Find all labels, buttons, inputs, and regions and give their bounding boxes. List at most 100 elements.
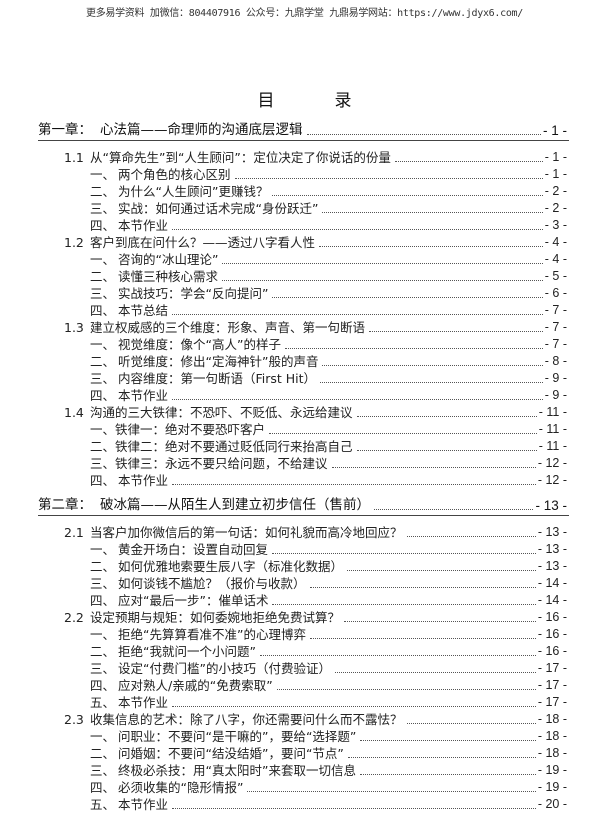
toc-page-number: - 20 -: [537, 797, 567, 811]
toc-entry-number: 三、: [90, 201, 116, 216]
toc-item-entry[interactable]: 四、 本节总结 - 7 -: [90, 302, 567, 319]
dot-leader: [347, 569, 536, 571]
toc-entry-number: 三、: [90, 456, 116, 471]
toc-entry-label: 第二章： 破冰篇——从陌生人到建立初步信任（售前）: [38, 497, 372, 514]
toc-section-entry[interactable]: 2.2 设定预期与规矩：如何委婉地拒绝免费试算？ - 16 -: [64, 609, 567, 626]
toc-entry-number: 二、: [90, 746, 116, 761]
toc-entry-text: 实战技巧：学会“反向提问”: [118, 286, 269, 301]
toc-item-entry[interactable]: 一、 问职业：不要问“是干嘛的”，要给“选择题” - 18 -: [90, 728, 567, 745]
toc-item-entry[interactable]: 四、 必须收集的“隐形情报” - 19 -: [90, 779, 567, 796]
dot-leader: [276, 688, 536, 690]
toc-entry-label: 一、 问职业：不要问“是干嘛的”，要给“选择题”: [90, 728, 358, 745]
dot-leader: [272, 194, 543, 196]
toc-entry-text: 应对“最后一步”：催单话术: [118, 593, 269, 608]
dot-leader: [234, 177, 543, 179]
toc-entry-text: 听觉维度：修出“定海神针”般的声音: [118, 354, 319, 369]
toc-page-number: - 13 -: [537, 542, 567, 556]
toc-section-entry[interactable]: 1.1 从“算命先生”到“人生顾问”：定位决定了你说话的份量 - 1 -: [64, 149, 567, 166]
toc-entry-label: 四、 应对熟人/亲戚的“免费索取”: [90, 677, 275, 694]
toc-section-entry[interactable]: 1.3 建立权威感的三个维度：形象、声音、第一句断语 - 7 -: [64, 319, 567, 336]
toc-entry-label: 四、 本节作业: [90, 387, 170, 404]
toc-item-entry[interactable]: 一、 两个角色的核心区别 - 1 -: [90, 166, 567, 183]
toc-entry-number: 2.1: [64, 525, 84, 540]
toc-entry-label: 三、 设定“付费门槛”的小技巧（付费验证）: [90, 660, 333, 677]
toc-page-number: - 14 -: [537, 576, 567, 590]
toc-entry-label: 一、 黄金开场白：设置自动回复: [90, 541, 270, 558]
toc-item-entry[interactable]: 三、 内容维度：第一句断语（First Hit） - 9 -: [90, 370, 567, 387]
toc-item-entry[interactable]: 二、 拒绝“我就问一个小问题” - 16 -: [90, 643, 567, 660]
toc-entry-text: 为什么“人生顾问”更赚钱？: [118, 184, 269, 199]
toc-entry-number: 三、: [90, 371, 116, 386]
toc-item-entry[interactable]: 三、 终极必杀技：用“真太阳时”来套取一切信息 - 19 -: [90, 762, 567, 779]
toc-item-entry[interactable]: 四、 应对“最后一步”：催单话术 - 14 -: [90, 592, 567, 609]
toc-page-number: - 11 -: [538, 405, 567, 419]
toc-entry-label: 一、 两个角色的核心区别: [90, 166, 233, 183]
toc-entry-text: 本节作业: [118, 218, 169, 233]
toc-page-number: - 14 -: [537, 593, 567, 607]
dot-leader: [269, 432, 537, 434]
toc-entry-text: 问职业：不要问“是干嘛的”，要给“选择题”: [118, 729, 357, 744]
toc-item-entry[interactable]: 二、 问婚姻：不要问“结没结婚”，要问“节点” - 18 -: [90, 745, 567, 762]
toc-section-entry[interactable]: 2.1 当客户加你微信后的第一句话：如何礼貌而高冷地回应？ - 13 -: [64, 524, 567, 541]
toc-page-number: - 19 -: [537, 763, 567, 777]
toc-entry-label: 三、 内容维度：第一句断语（First Hit）: [90, 370, 318, 387]
toc-entry-label: 1.2 客户到底在问什么？——透过八字看人性: [64, 234, 317, 251]
toc-entry-text: 沟通的三大铁律：不恐吓、不贬低、永远给建议: [90, 405, 353, 420]
toc-entry-label: 1.4 沟通的三大铁律：不恐吓、不贬低、永远给建议: [64, 404, 355, 421]
toc-entry-number: 四、: [90, 388, 116, 403]
toc-item-entry[interactable]: 三、 实战：如何通过话术完成“身份跃迁” - 2 -: [90, 200, 567, 217]
toc-item-entry[interactable]: 二、 如何优雅地索要生辰八字（标准化数据） - 13 -: [90, 558, 567, 575]
toc-item-entry[interactable]: 五、 本节作业 - 17 -: [90, 694, 567, 711]
dot-leader: [222, 262, 543, 264]
toc-item-entry[interactable]: 二、 为什么“人生顾问”更赚钱？ - 2 -: [90, 183, 567, 200]
toc-item-entry[interactable]: 四、 本节作业 - 9 -: [90, 387, 567, 404]
toc-entry-text: 视觉维度：像个“高人”的样子: [118, 337, 281, 352]
dot-leader: [374, 508, 534, 510]
toc-entry-text: 本节作业: [118, 388, 169, 403]
toc-item-entry[interactable]: 四、 本节作业 - 3 -: [90, 217, 567, 234]
toc-page-number: - 7 -: [544, 320, 567, 334]
toc-entry-text: 铁律二：绝对不要通过贬低同行来抬高自己: [115, 439, 353, 454]
toc-section-entry[interactable]: 1.4 沟通的三大铁律：不恐吓、不贬低、永远给建议 - 11 -: [64, 404, 567, 421]
toc-section-entry[interactable]: 2.3 收集信息的艺术：除了八字，你还需要问什么而不露怯？ - 18 -: [64, 711, 567, 728]
toc-item-entry[interactable]: 二、 读懂三种核心需求 - 5 -: [90, 268, 567, 285]
toc-item-entry[interactable]: 三、 设定“付费门槛”的小技巧（付费验证） - 17 -: [90, 660, 567, 677]
toc-entry-text: 当客户加你微信后的第一句话：如何礼貌而高冷地回应？: [90, 525, 403, 540]
toc-page-number: - 1 -: [544, 167, 567, 181]
toc-item-entry[interactable]: 三、 如何谈钱不尴尬？（报价与收款） - 14 -: [90, 575, 567, 592]
toc-item-entry[interactable]: 三、 实战技巧：学会“反向提问” - 6 -: [90, 285, 567, 302]
toc-item-entry[interactable]: 三、铁律三：永远不要只给问题，不给建议 - 12 -: [90, 455, 567, 472]
toc-entry-text: 内容维度：第一句断语（First Hit）: [118, 371, 317, 386]
toc-entry-label: 1.1 从“算命先生”到“人生顾问”：定位决定了你说话的份量: [64, 149, 393, 166]
toc-item-entry[interactable]: 四、 本节作业 - 12 -: [90, 472, 567, 489]
toc-chapter-entry[interactable]: 第二章： 破冰篇——从陌生人到建立初步信任（售前） - 13 -: [38, 497, 567, 514]
toc-chapter-entry[interactable]: 第一章： 心法篇——命理师的沟通底层逻辑 - 1 -: [38, 122, 567, 139]
toc-item-entry[interactable]: 一、铁律一：绝对不要恐吓客户 - 11 -: [90, 421, 567, 438]
toc-item-entry[interactable]: 二、铁律二：绝对不要通过贬低同行来抬高自己 - 11 -: [90, 438, 567, 455]
toc-item-entry[interactable]: 一、 视觉维度：像个“高人”的样子 - 7 -: [90, 336, 567, 353]
toc-item-entry[interactable]: 二、 听觉维度：修出“定海神针”般的声音 - 8 -: [90, 353, 567, 370]
toc-item-entry[interactable]: 一、 拒绝“先算算看准不准”的心理博弈 - 16 -: [90, 626, 567, 643]
toc-entry-number: 1.3: [64, 320, 84, 335]
toc-entry-number: 1.2: [64, 235, 84, 250]
toc-entry-text: 拒绝“先算算看准不准”的心理博弈: [118, 627, 306, 642]
toc-entry-number: 四、: [90, 678, 116, 693]
toc-entry-text: 应对熟人/亲戚的“免费索取”: [118, 678, 273, 693]
toc-entry-number: 四、: [90, 303, 116, 318]
toc-item-entry[interactable]: 四、 应对熟人/亲戚的“免费索取” - 17 -: [90, 677, 567, 694]
toc-section-entry[interactable]: 1.2 客户到底在问什么？——透过八字看人性 - 4 -: [64, 234, 567, 251]
dot-leader: [394, 160, 543, 162]
toc-entry-number: 三、: [90, 661, 116, 676]
toc-entry-label: 四、 本节作业: [90, 217, 170, 234]
toc-entry-number: 2.2: [64, 610, 84, 625]
toc-entry-number: 四、: [90, 593, 116, 608]
toc-entry-number: 五、: [90, 695, 116, 710]
toc-item-entry[interactable]: 一、 咨询的“冰山理论” - 4 -: [90, 251, 567, 268]
toc-item-entry[interactable]: 一、 黄金开场白：设置自动回复 - 13 -: [90, 541, 567, 558]
dot-leader: [369, 330, 543, 332]
dot-leader: [272, 603, 536, 605]
toc-entry-label: 二、 为什么“人生顾问”更赚钱？: [90, 183, 270, 200]
title-char: 目: [257, 91, 275, 111]
toc-item-entry[interactable]: 五、 本节作业 - 20 -: [90, 796, 567, 813]
toc-entry-number: 一、: [90, 729, 116, 744]
